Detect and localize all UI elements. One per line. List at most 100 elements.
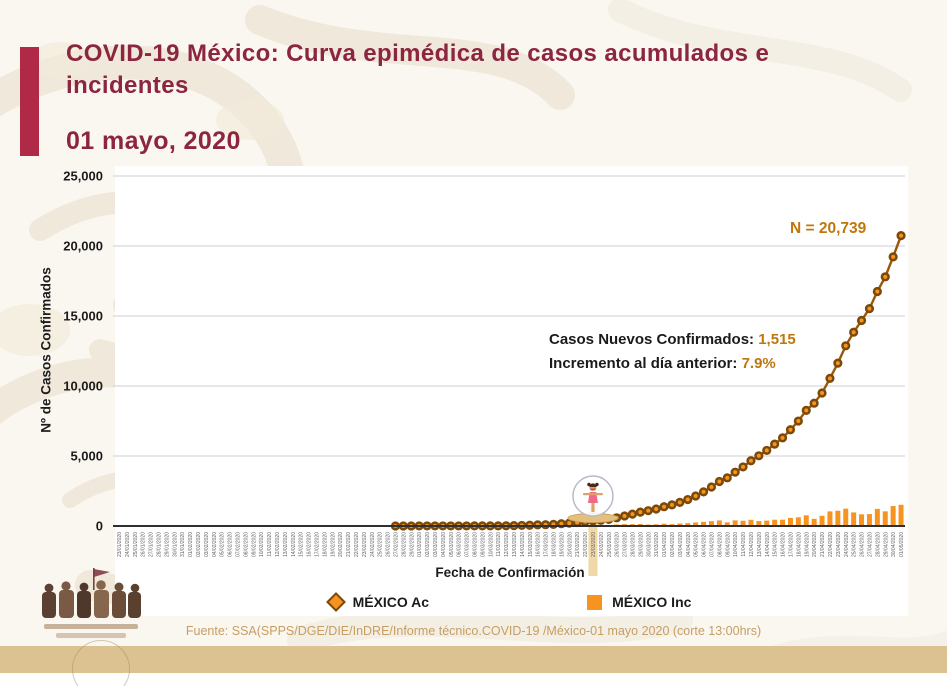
- svg-text:21/04/2020: 21/04/2020: [820, 532, 826, 557]
- svg-text:01/05/2020: 01/05/2020: [899, 532, 905, 557]
- svg-text:21/02/2020: 21/02/2020: [346, 532, 352, 557]
- svg-text:25/01/2020: 25/01/2020: [133, 532, 139, 557]
- svg-text:07/04/2020: 07/04/2020: [709, 532, 715, 557]
- svg-text:22/02/2020: 22/02/2020: [354, 532, 360, 557]
- legend-item-incidentes: MÉXICO Inc: [587, 594, 691, 610]
- accumulated-line: [395, 235, 903, 528]
- distancing-start-highlight-band: [588, 506, 598, 576]
- svg-text:27/02/2020: 27/02/2020: [393, 532, 399, 557]
- x-axis-title: Fecha de Confirmación: [435, 565, 585, 580]
- svg-text:16/03/2020: 16/03/2020: [536, 532, 542, 557]
- accumulated-line-markers: [390, 231, 906, 531]
- svg-text:15,000: 15,000: [63, 309, 103, 324]
- increment-label: Incremento al día anterior:: [549, 355, 738, 372]
- svg-text:28/04/2020: 28/04/2020: [875, 532, 881, 557]
- svg-text:09/02/2020: 09/02/2020: [251, 532, 257, 557]
- svg-text:5,000: 5,000: [70, 449, 103, 464]
- svg-text:14/03/2020: 14/03/2020: [520, 532, 526, 557]
- title-accent-bar: [20, 47, 39, 156]
- new-cases-value: 1,515: [758, 331, 796, 348]
- new-cases-label: Casos Nuevos Confirmados:: [549, 331, 755, 348]
- svg-text:07/03/2020: 07/03/2020: [465, 532, 471, 557]
- source-caption: Fuente: SSA(SPPS/DGE/DIE/InDRE/Informe t…: [185, 624, 762, 638]
- svg-text:13/02/2020: 13/02/2020: [283, 532, 289, 557]
- report-date: 01 mayo, 2020: [66, 127, 241, 155]
- svg-text:29/04/2020: 29/04/2020: [883, 532, 889, 557]
- svg-text:11/03/2020: 11/03/2020: [496, 532, 502, 557]
- svg-text:20,000: 20,000: [63, 239, 103, 254]
- svg-text:05/03/2020: 05/03/2020: [449, 532, 455, 557]
- svg-text:13/04/2020: 13/04/2020: [757, 532, 763, 557]
- svg-text:20/04/2020: 20/04/2020: [812, 532, 818, 557]
- increment-annotation: Incremento al día anterior: 7.9%: [549, 355, 776, 372]
- svg-text:24/01/2020: 24/01/2020: [125, 532, 131, 557]
- seal-watermark: [72, 640, 130, 686]
- svg-text:21/03/2020: 21/03/2020: [575, 532, 581, 557]
- svg-text:10/02/2020: 10/02/2020: [259, 532, 265, 557]
- svg-text:18/04/2020: 18/04/2020: [796, 532, 802, 557]
- svg-text:10,000: 10,000: [63, 379, 103, 394]
- svg-text:29/01/2020: 29/01/2020: [164, 532, 170, 557]
- svg-text:16/04/2020: 16/04/2020: [781, 532, 787, 557]
- svg-text:23/04/2020: 23/04/2020: [836, 532, 842, 557]
- svg-text:0: 0: [96, 519, 103, 534]
- svg-text:08/03/2020: 08/03/2020: [472, 532, 478, 557]
- y-tick-labels: 0 5,000 10,000 15,000 20,000 25,000: [63, 169, 103, 534]
- gobierno-de-mexico-heroes-logo: [42, 568, 141, 638]
- svg-text:16/02/2020: 16/02/2020: [307, 532, 313, 557]
- total-cases-annotation: N = 20,739: [790, 220, 867, 237]
- svg-text:30/03/2020: 30/03/2020: [646, 532, 652, 557]
- svg-text:25/03/2020: 25/03/2020: [607, 532, 613, 557]
- svg-text:19/02/2020: 19/02/2020: [330, 532, 336, 557]
- svg-text:02/04/2020: 02/04/2020: [670, 532, 676, 557]
- susana-distancia-globe-icon: [567, 475, 619, 523]
- svg-text:31/01/2020: 31/01/2020: [180, 532, 186, 557]
- svg-text:23/02/2020: 23/02/2020: [362, 532, 368, 557]
- x-tick-labels: 23/01/2020 24/01/2020 25/01/2020 26/01/2020…: [117, 532, 905, 557]
- svg-text:05/04/2020: 05/04/2020: [694, 532, 700, 557]
- svg-text:23/03/2020: 23/03/2020: [591, 532, 597, 557]
- y-axis-title: Nº de Casos Confirmados: [38, 267, 54, 433]
- svg-text:14/02/2020: 14/02/2020: [291, 532, 297, 557]
- svg-text:05/02/2020: 05/02/2020: [220, 532, 226, 557]
- svg-text:03/04/2020: 03/04/2020: [678, 532, 684, 557]
- footer-gold-band: [0, 646, 947, 673]
- svg-text:25/04/2020: 25/04/2020: [852, 532, 858, 557]
- legend-label-inc: MÉXICO Inc: [612, 594, 692, 610]
- legend-label-ac: MÉXICO Ac: [352, 594, 430, 610]
- svg-text:03/03/2020: 03/03/2020: [433, 532, 439, 557]
- svg-text:24/02/2020: 24/02/2020: [370, 532, 376, 557]
- svg-text:27/03/2020: 27/03/2020: [623, 532, 629, 557]
- svg-text:09/04/2020: 09/04/2020: [725, 532, 731, 557]
- svg-text:10/04/2020: 10/04/2020: [733, 532, 739, 557]
- svg-text:17/02/2020: 17/02/2020: [314, 532, 320, 557]
- chart-panel-background: [115, 166, 908, 616]
- svg-text:22/03/2020: 22/03/2020: [583, 532, 589, 557]
- svg-text:20/02/2020: 20/02/2020: [338, 532, 344, 557]
- svg-text:30/04/2020: 30/04/2020: [891, 532, 897, 557]
- svg-text:14/04/2020: 14/04/2020: [765, 532, 771, 557]
- svg-text:12/04/2020: 12/04/2020: [749, 532, 755, 557]
- new-cases-annotation: Casos Nuevos Confirmados: 1,515: [549, 331, 796, 348]
- svg-text:17/03/2020: 17/03/2020: [544, 532, 550, 557]
- svg-text:25,000: 25,000: [63, 169, 103, 184]
- svg-text:18/03/2020: 18/03/2020: [551, 532, 557, 557]
- svg-text:07/02/2020: 07/02/2020: [235, 532, 241, 557]
- svg-text:04/04/2020: 04/04/2020: [686, 532, 692, 557]
- svg-text:11/04/2020: 11/04/2020: [741, 532, 747, 557]
- svg-text:24/04/2020: 24/04/2020: [844, 532, 850, 557]
- svg-text:29/03/2020: 29/03/2020: [638, 532, 644, 557]
- svg-text:12/03/2020: 12/03/2020: [504, 532, 510, 557]
- svg-text:15/04/2020: 15/04/2020: [773, 532, 779, 557]
- svg-text:24/03/2020: 24/03/2020: [599, 532, 605, 557]
- svg-text:30/01/2020: 30/01/2020: [172, 532, 178, 557]
- legend-item-acumulados: MÉXICO Ac: [325, 592, 430, 612]
- gridlines: [113, 175, 905, 457]
- svg-text:15/02/2020: 15/02/2020: [299, 532, 305, 557]
- svg-text:29/02/2020: 29/02/2020: [409, 532, 415, 557]
- svg-text:08/02/2020: 08/02/2020: [243, 532, 249, 557]
- epidemic-curve-chart: 0 5,000 10,000 15,000 20,000 25,000 23/01/2020…: [63, 169, 906, 576]
- svg-text:03/02/2020: 03/02/2020: [204, 532, 210, 557]
- svg-text:19/04/2020: 19/04/2020: [804, 532, 810, 557]
- svg-text:18/02/2020: 18/02/2020: [322, 532, 328, 557]
